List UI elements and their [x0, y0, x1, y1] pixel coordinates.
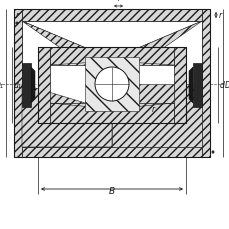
- Polygon shape: [22, 64, 31, 108]
- Polygon shape: [22, 147, 201, 157]
- Text: d₁: d₁: [14, 80, 22, 89]
- Polygon shape: [22, 10, 201, 157]
- Polygon shape: [112, 22, 201, 85]
- Polygon shape: [50, 104, 173, 123]
- Text: r: r: [218, 11, 221, 20]
- Text: B: B: [109, 186, 114, 195]
- Polygon shape: [22, 10, 201, 22]
- Polygon shape: [188, 68, 192, 104]
- Polygon shape: [201, 10, 209, 157]
- Polygon shape: [112, 104, 173, 109]
- Circle shape: [95, 68, 128, 101]
- Text: r: r: [15, 11, 19, 20]
- Polygon shape: [112, 62, 173, 66]
- Polygon shape: [22, 22, 112, 85]
- Polygon shape: [50, 62, 112, 66]
- Polygon shape: [173, 48, 185, 123]
- Polygon shape: [50, 48, 173, 66]
- Text: r: r: [151, 105, 154, 114]
- Polygon shape: [50, 104, 112, 109]
- Polygon shape: [85, 58, 138, 112]
- Polygon shape: [192, 64, 201, 108]
- Polygon shape: [22, 106, 112, 147]
- Polygon shape: [31, 68, 35, 104]
- Text: D₁: D₁: [0, 80, 4, 89]
- Polygon shape: [112, 85, 201, 147]
- Text: D: D: [224, 80, 229, 89]
- Text: d: d: [219, 80, 224, 89]
- Polygon shape: [22, 147, 201, 157]
- Polygon shape: [201, 10, 209, 157]
- Polygon shape: [22, 22, 112, 65]
- Polygon shape: [14, 10, 22, 157]
- Text: r: r: [117, 0, 120, 3]
- Polygon shape: [22, 85, 112, 147]
- Polygon shape: [14, 10, 22, 157]
- Polygon shape: [112, 22, 201, 65]
- Polygon shape: [22, 10, 201, 22]
- Polygon shape: [112, 106, 201, 147]
- Polygon shape: [22, 60, 201, 112]
- Polygon shape: [38, 48, 50, 123]
